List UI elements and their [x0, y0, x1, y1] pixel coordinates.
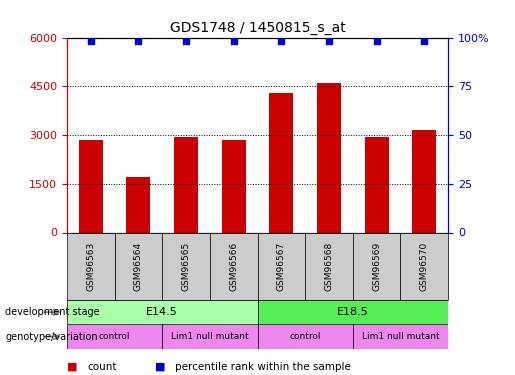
FancyBboxPatch shape: [353, 232, 401, 300]
Point: [87, 38, 95, 44]
Text: ■: ■: [67, 362, 77, 372]
Bar: [79, 140, 102, 232]
Text: genotype/variation: genotype/variation: [5, 332, 98, 342]
Text: GSM96563: GSM96563: [87, 242, 95, 291]
FancyBboxPatch shape: [67, 324, 162, 349]
Text: GDS1748 / 1450815_s_at: GDS1748 / 1450815_s_at: [169, 21, 346, 34]
Bar: [127, 177, 150, 232]
Text: GSM96568: GSM96568: [324, 242, 333, 291]
Text: development stage: development stage: [5, 307, 100, 317]
Text: GSM96570: GSM96570: [420, 242, 428, 291]
FancyBboxPatch shape: [258, 324, 353, 349]
Text: GSM96567: GSM96567: [277, 242, 286, 291]
Point: [325, 38, 333, 44]
FancyBboxPatch shape: [258, 232, 305, 300]
Text: GSM96566: GSM96566: [229, 242, 238, 291]
Text: GSM96565: GSM96565: [182, 242, 191, 291]
FancyBboxPatch shape: [162, 232, 210, 300]
Bar: [413, 130, 436, 232]
FancyBboxPatch shape: [210, 232, 258, 300]
Text: GSM96569: GSM96569: [372, 242, 381, 291]
Point: [230, 38, 238, 44]
FancyBboxPatch shape: [162, 324, 258, 349]
FancyBboxPatch shape: [67, 232, 114, 300]
Text: count: count: [88, 362, 117, 372]
Text: Lim1 null mutant: Lim1 null mutant: [171, 332, 249, 341]
Point: [182, 38, 190, 44]
FancyBboxPatch shape: [114, 232, 162, 300]
Bar: [317, 83, 341, 232]
FancyBboxPatch shape: [67, 300, 258, 324]
Bar: [222, 140, 246, 232]
Text: GSM96564: GSM96564: [134, 242, 143, 291]
Bar: [174, 136, 198, 232]
FancyBboxPatch shape: [353, 324, 448, 349]
Text: control: control: [99, 332, 130, 341]
Point: [134, 38, 143, 44]
Text: ■: ■: [154, 362, 165, 372]
Point: [420, 38, 428, 44]
Text: control: control: [289, 332, 321, 341]
Text: percentile rank within the sample: percentile rank within the sample: [175, 362, 351, 372]
Text: E14.5: E14.5: [146, 307, 178, 317]
FancyBboxPatch shape: [258, 300, 448, 324]
Point: [372, 38, 381, 44]
Point: [277, 38, 285, 44]
FancyBboxPatch shape: [401, 232, 448, 300]
Text: E18.5: E18.5: [337, 307, 369, 317]
FancyBboxPatch shape: [305, 232, 353, 300]
Bar: [269, 93, 293, 232]
Bar: [365, 136, 388, 232]
Text: Lim1 null mutant: Lim1 null mutant: [362, 332, 439, 341]
